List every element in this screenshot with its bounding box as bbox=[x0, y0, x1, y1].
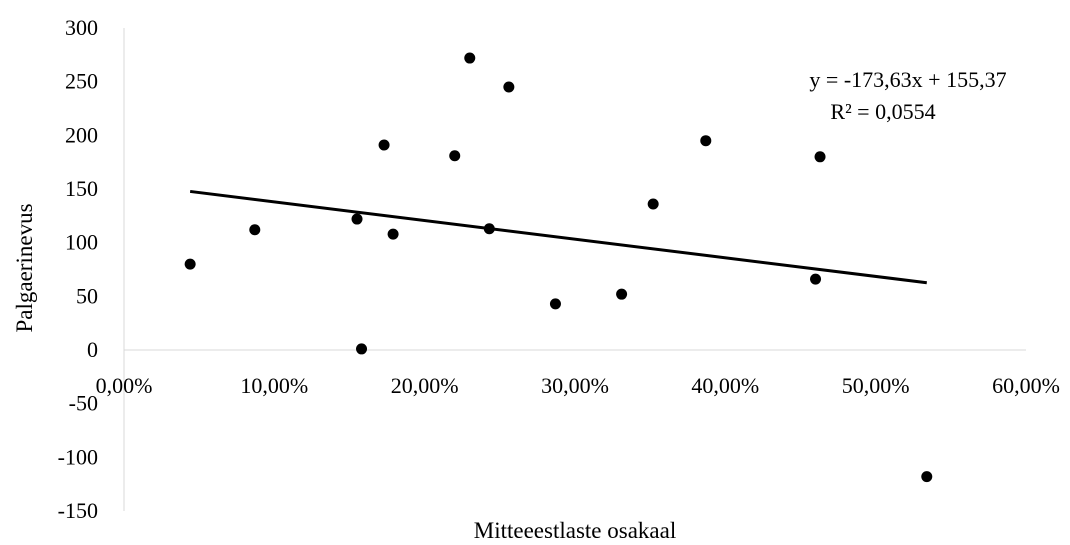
data-point bbox=[483, 223, 495, 235]
y-tick-label: 0 bbox=[87, 337, 98, 362]
x-tick-label: 30,00% bbox=[541, 373, 609, 398]
data-point bbox=[503, 81, 515, 93]
x-tick-label: 50,00% bbox=[842, 373, 910, 398]
y-tick-label: 300 bbox=[65, 15, 98, 40]
y-axis: 300 250 200 150 100 50 0 -50 -100 -150 bbox=[58, 15, 125, 523]
y-tick-label: 200 bbox=[65, 122, 98, 147]
data-point bbox=[184, 258, 196, 270]
data-point bbox=[449, 150, 461, 162]
data-point bbox=[356, 343, 368, 355]
y-tick-label: -100 bbox=[58, 444, 98, 469]
data-point bbox=[249, 224, 261, 236]
trendline-r-squared: R² = 0,0554 bbox=[830, 99, 935, 124]
data-point bbox=[387, 228, 399, 240]
data-point bbox=[647, 198, 659, 210]
x-tick-label: 20,00% bbox=[391, 373, 459, 398]
y-tick-label: 50 bbox=[76, 283, 98, 308]
x-axis: 0,00% 10,00% 20,00% 30,00% 40,00% 50,00% 60,00… bbox=[96, 349, 1060, 398]
y-tick-label: -150 bbox=[58, 498, 98, 523]
y-tick-label: 250 bbox=[65, 69, 98, 94]
data-point bbox=[700, 135, 712, 147]
x-tick-label: 40,00% bbox=[691, 373, 759, 398]
y-axis-title: Palgaerinevus bbox=[12, 203, 37, 332]
data-point bbox=[549, 298, 561, 310]
trendline bbox=[189, 189, 927, 285]
data-points bbox=[184, 52, 933, 483]
data-point bbox=[616, 288, 628, 300]
y-tick-label: 100 bbox=[65, 230, 98, 255]
x-tick-label: 60,00% bbox=[992, 373, 1060, 398]
data-point bbox=[814, 151, 826, 163]
data-point bbox=[464, 52, 476, 64]
data-point bbox=[810, 273, 822, 285]
data-point bbox=[351, 213, 363, 225]
y-tick-label: -50 bbox=[69, 391, 98, 416]
trendline-group bbox=[189, 189, 927, 285]
y-tick-label: 150 bbox=[65, 176, 98, 201]
x-tick-label: 0,00% bbox=[96, 373, 153, 398]
x-tick-label: 10,00% bbox=[240, 373, 308, 398]
data-point bbox=[378, 139, 390, 151]
data-point bbox=[921, 471, 933, 483]
x-axis-title: Mitteeestlaste osakaal bbox=[474, 518, 676, 543]
trendline-equation: y = -173,63x + 155,37 bbox=[809, 67, 1006, 92]
